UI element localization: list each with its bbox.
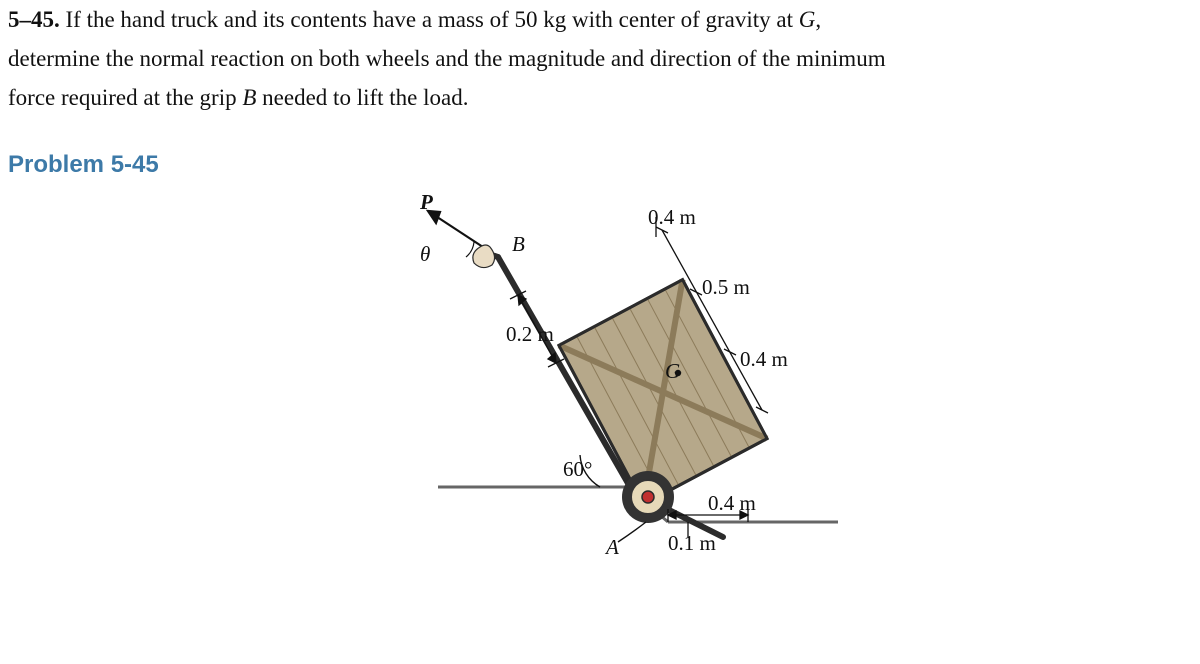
label-theta: θ (420, 242, 430, 267)
label-0-1m: 0.1 m (668, 531, 716, 556)
t-p2: determine the normal reaction on both wh… (8, 46, 886, 71)
label-0-4m-top: 0.4 m (648, 205, 696, 230)
t-p1c: , (815, 7, 821, 32)
label-angle-60: 60° (563, 457, 592, 482)
t-G: G (799, 7, 816, 32)
label-P: P (420, 190, 433, 215)
label-0-4m-bot: 0.4 m (708, 491, 756, 516)
figure: P θ B 0.2 m 60° A G 0.4 m 0.5 m 0.4 m 0.… (8, 187, 1200, 567)
problem-number: 5–45. (8, 7, 60, 32)
t-p3a: force required at the grip (8, 85, 242, 110)
problem-heading: Problem 5-45 (8, 151, 1192, 179)
label-B: B (512, 232, 525, 257)
t-p3b: needed to lift the load. (256, 85, 468, 110)
label-0-5m: 0.5 m (702, 275, 750, 300)
t-mass: 50 kg (515, 7, 567, 32)
t-B: B (242, 85, 256, 110)
problem-statement: 5–45. If the hand truck and its contents… (8, 0, 1192, 117)
label-0-4m-mid: 0.4 m (740, 347, 788, 372)
label-A: A (606, 535, 619, 560)
t-p1a: If the hand truck and its contents have … (60, 7, 515, 32)
label-0-2m: 0.2 m (506, 322, 554, 347)
figure-svg (368, 187, 888, 567)
t-p1b: with center of gravity at (566, 7, 798, 32)
label-G: G (665, 359, 680, 384)
